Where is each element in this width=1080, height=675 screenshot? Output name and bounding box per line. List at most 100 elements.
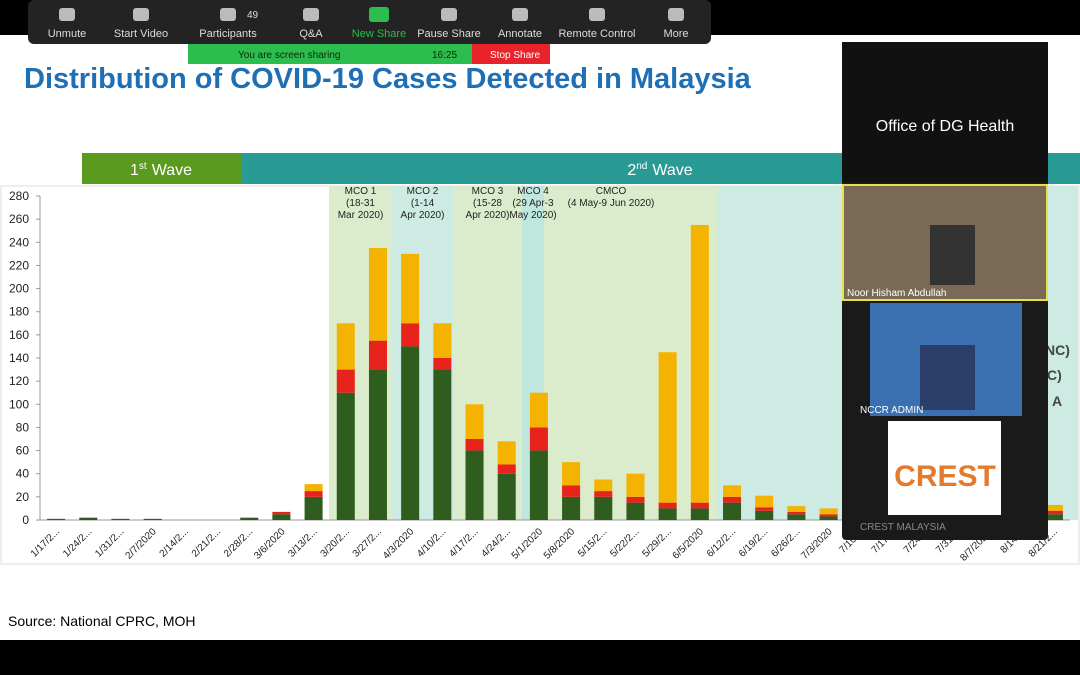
toolbar-button[interactable]: Start Video (114, 8, 168, 40)
phase-label: (29 Apr-3 (512, 198, 554, 209)
stop-share-label: Stop Share (490, 50, 540, 61)
phase-label: MCO 4 (517, 186, 549, 197)
toolbar-label: Unmute (48, 28, 87, 40)
bar-segment (336, 323, 355, 370)
y-tick-label: 260 (9, 212, 29, 226)
y-tick-label: 20 (16, 490, 30, 504)
bar-segment (787, 506, 806, 512)
phase-label: (15-28 (473, 198, 502, 209)
toolbar (28, 0, 711, 44)
stop-share-button[interactable]: Stop Share (472, 44, 550, 64)
bar-segment (240, 517, 259, 520)
share-time: 16:25 (432, 50, 457, 61)
wave-text: Wave (652, 162, 692, 179)
toolbar-button[interactable]: Unmute (48, 8, 87, 40)
tile-name: NCCR ADMIN (860, 405, 923, 416)
bar-segment (272, 511, 291, 515)
toolbar-button[interactable]: Participants (199, 8, 257, 40)
toolbar-label: Q&A (299, 28, 323, 40)
toolbar-label: Annotate (498, 28, 542, 40)
y-tick-label: 220 (9, 258, 29, 272)
y-tick-label: 180 (9, 305, 29, 319)
wave-number: 1 (130, 162, 139, 179)
share-bar (188, 44, 472, 64)
bar-segment (497, 441, 516, 465)
bar-segment (755, 510, 774, 520)
bar-segment (626, 502, 645, 520)
bar-segment (690, 508, 709, 520)
bar-segment (368, 369, 387, 520)
toolbar-button[interactable]: More (663, 8, 689, 40)
phase-label: MCO 2 (407, 186, 439, 197)
bar-segment (529, 427, 548, 451)
y-tick-label: 240 (9, 235, 29, 249)
video-person (930, 225, 975, 285)
crest-logo: CREST (894, 460, 996, 493)
bar-segment (401, 346, 420, 520)
bar-segment (787, 514, 806, 520)
bar-segment (465, 439, 484, 451)
bar-segment (787, 511, 806, 515)
phase-label: (18-31 (346, 198, 375, 209)
tile-name: Noor Hisham Abdullah (847, 288, 947, 299)
bar-segment (304, 484, 323, 492)
y-tick-label: 0 (22, 513, 29, 527)
stop-share-bg (472, 44, 550, 64)
wave-text: Wave (152, 162, 192, 179)
phase-label: MCO 3 (472, 186, 504, 197)
slide-fragment: A (1052, 393, 1062, 409)
bar-segment (690, 502, 709, 509)
bar-segment (819, 516, 838, 520)
bar-segment (1044, 504, 1063, 511)
bar-segment (594, 491, 613, 497)
bar-segment (497, 464, 516, 474)
panel-title: Office of DG Health (876, 118, 1014, 135)
bar-segment (594, 496, 613, 520)
y-tick-label: 200 (9, 282, 29, 296)
toolbar-icon (220, 8, 236, 21)
share-status: You are screen sharing (238, 50, 340, 61)
wave-label: 2nd Wave (627, 161, 692, 179)
toolbar-button[interactable]: New Share (352, 7, 406, 40)
toolbar-button[interactable]: Remote Control (558, 8, 636, 40)
toolbar-button[interactable]: Q&A (299, 8, 323, 40)
bar-segment (690, 224, 709, 503)
wave-label: 1st Wave (130, 161, 192, 179)
phase-label: (4 May-9 Jun 2020) (568, 198, 655, 209)
bar-segment (272, 514, 291, 520)
y-tick-label: 40 (16, 467, 30, 481)
slide-title: Distribution of COVID-19 Cases Detected … (24, 63, 752, 95)
bar-segment (497, 473, 516, 520)
toolbar-icon (589, 8, 605, 21)
bar-segment (465, 404, 484, 439)
toolbar-icon (512, 8, 528, 21)
bar-segment (304, 491, 323, 497)
participants-count: 49 (247, 10, 259, 21)
y-tick-label: 80 (16, 420, 30, 434)
bar-segment (723, 502, 742, 520)
bar-segment (594, 479, 613, 492)
bar-segment (465, 450, 484, 520)
toolbar-button[interactable]: Annotate (498, 8, 542, 40)
phase-label: (1-14 (411, 198, 435, 209)
bar-segment (336, 392, 355, 520)
toolbar-icon (668, 8, 684, 21)
bar-segment (562, 485, 581, 497)
bar-segment (723, 496, 742, 503)
bar-segment (819, 508, 838, 515)
video-person (920, 345, 975, 410)
bar-segment (658, 352, 677, 503)
wave-suffix: nd (636, 161, 647, 172)
wave-suffix: st (139, 161, 147, 172)
phase-label: May 2020) (509, 210, 556, 221)
y-tick-label: 280 (9, 189, 29, 203)
wave-band (82, 153, 242, 184)
bar-segment (433, 369, 452, 520)
bar-segment (562, 496, 581, 520)
bar-segment (143, 518, 162, 520)
toolbar-button[interactable]: Pause Share (417, 8, 481, 40)
wave-number: 2 (627, 162, 636, 179)
toolbar-icon (59, 8, 75, 21)
